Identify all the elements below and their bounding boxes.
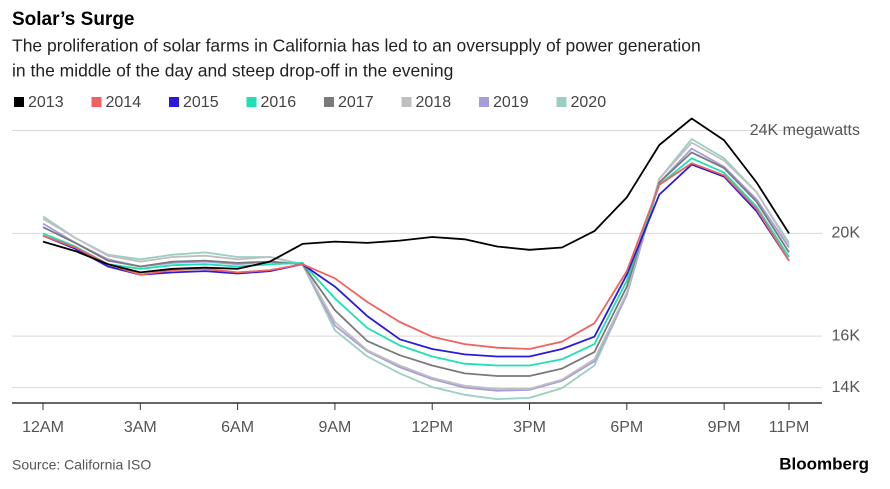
brand: Bloomberg [779, 454, 869, 473]
legend-swatch [401, 97, 412, 107]
legend-label: 2015 [183, 94, 219, 111]
legend-label: 2016 [261, 94, 297, 111]
series-line [42, 157, 790, 367]
legend-label: 2017 [338, 94, 374, 111]
x-tick-label: 11PM [769, 419, 810, 436]
x-tick-label: 6PM [610, 419, 643, 436]
legend-label: 2018 [416, 94, 452, 111]
y-tick-label: 20K [832, 225, 861, 242]
legend-swatch [14, 97, 24, 107]
legend-swatch [324, 97, 334, 107]
legend-label: 2013 [28, 94, 64, 111]
series-line [42, 151, 790, 377]
chart-subtitle: in the middle of the day and steep drop-… [12, 61, 453, 81]
x-tick-label: 12PM [411, 419, 453, 436]
y-tick-label: 14K [832, 379, 861, 396]
series-line [42, 147, 790, 392]
legend-swatch [169, 97, 179, 107]
legend-label: 2020 [571, 94, 607, 111]
legend-label: 2014 [106, 94, 142, 111]
y-tick-label: 24K megawatts [750, 122, 860, 139]
legend-swatch [556, 97, 567, 107]
x-tick-label: 9AM [318, 419, 351, 436]
series-line [42, 163, 790, 358]
source: Source: California ISO [12, 457, 151, 473]
series-line [42, 162, 790, 350]
x-tick-label: 3PM [513, 419, 546, 436]
x-tick-label: 9PM [708, 419, 741, 436]
x-tick-label: 6AM [221, 419, 254, 436]
chart-title: Solar’s Surge [12, 9, 135, 30]
series-line [42, 117, 790, 274]
x-tick-label: 12AM [22, 419, 64, 436]
x-tick-label: 3AM [124, 419, 157, 436]
y-tick-label: 16K [832, 327, 861, 344]
series-line [42, 141, 790, 390]
legend-swatch [246, 97, 257, 107]
legend-label: 2019 [493, 94, 529, 111]
chart-subtitle: The proliferation of solar farms in Cali… [12, 36, 701, 56]
legend-swatch [479, 97, 489, 107]
legend-swatch [91, 97, 102, 107]
